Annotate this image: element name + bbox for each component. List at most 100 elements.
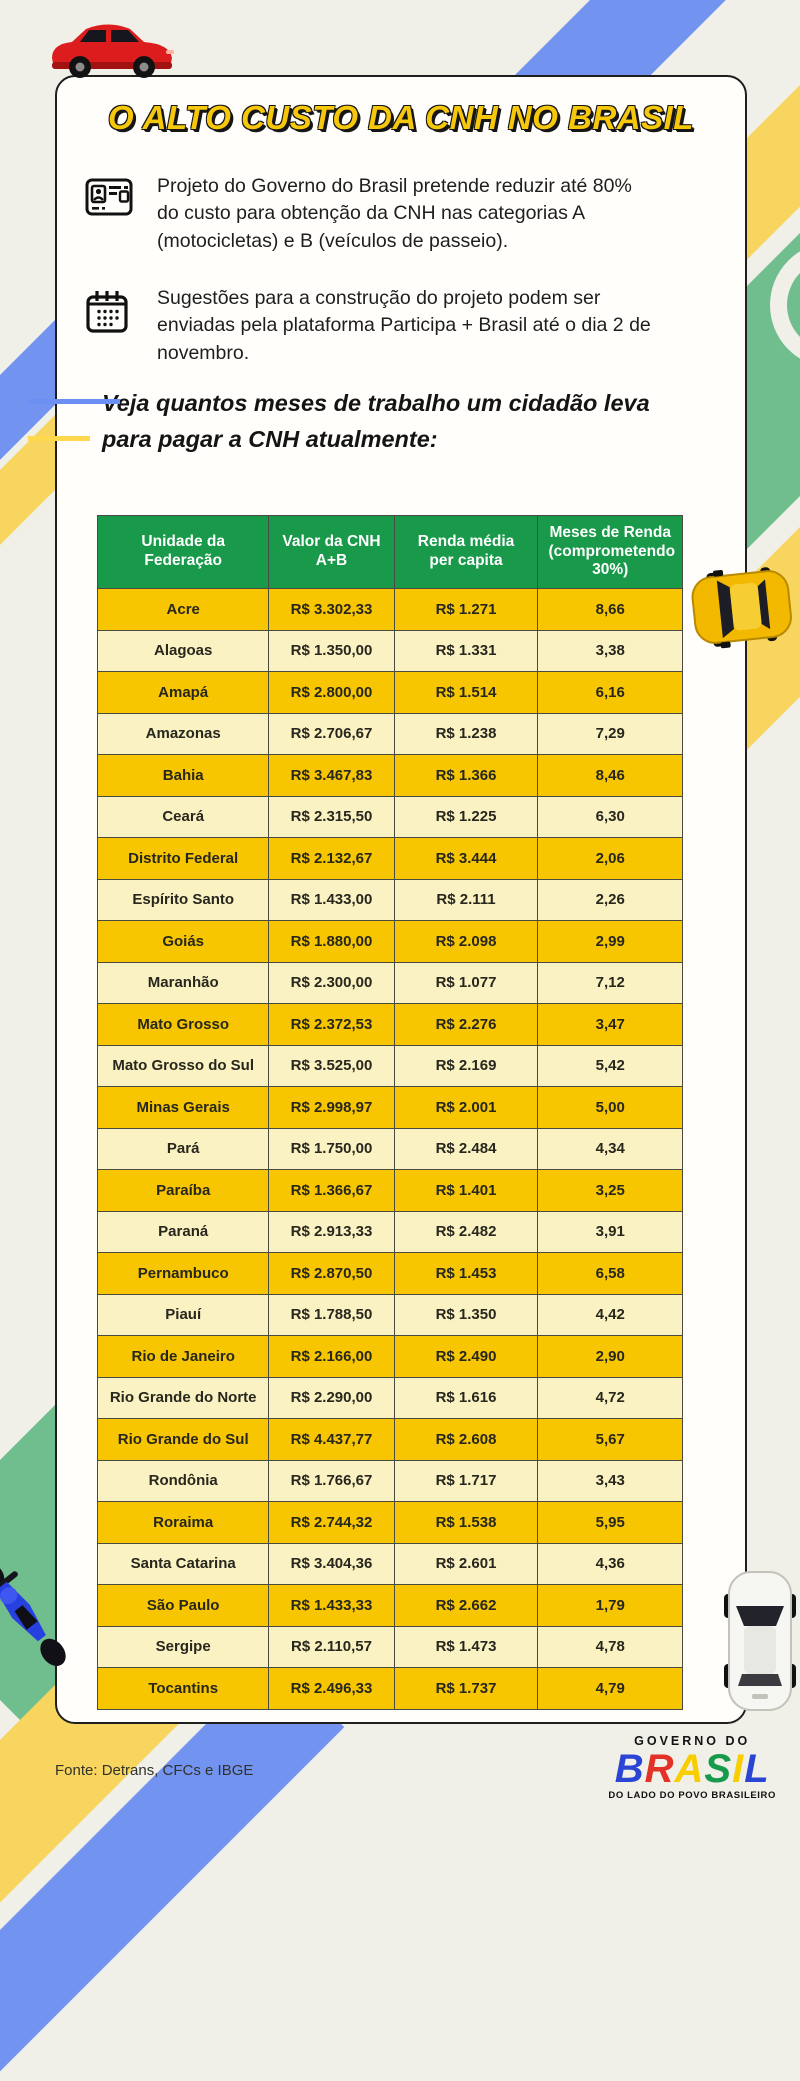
cell-uf: Pernambuco <box>96 1252 270 1295</box>
cell-uf: Paraíba <box>96 1169 270 1212</box>
cell-uf: Santa Catarina <box>96 1542 270 1585</box>
table-row: Paraíba R$ 1.366,67 R$ 1.401 3,25 <box>96 1169 683 1212</box>
table-row: Ceará R$ 2.315,50 R$ 1.225 6,30 <box>96 795 683 838</box>
brand-letter: S <box>704 1747 733 1791</box>
cell-renda: R$ 1.271 <box>393 588 539 631</box>
cell-uf: Tocantins <box>96 1667 270 1710</box>
cell-meses: 8,66 <box>537 588 683 631</box>
table-row: Amazonas R$ 2.706,67 R$ 1.238 7,29 <box>96 712 683 755</box>
brand-letter: B <box>614 1747 645 1791</box>
cell-valor-cnh: R$ 2.913,33 <box>268 1210 395 1253</box>
col-header-3: Meses de Renda (comprometendo 30%) <box>537 515 683 589</box>
cell-valor-cnh: R$ 1.433,33 <box>268 1584 395 1627</box>
col-header-1: Valor da CNH A+B <box>268 515 395 589</box>
cell-meses: 7,29 <box>537 712 683 755</box>
cell-uf: Pará <box>96 1127 270 1170</box>
cell-uf: Espírito Santo <box>96 878 270 921</box>
table-row: Rio Grande do Norte R$ 2.290,00 R$ 1.616 4,… <box>96 1376 683 1419</box>
cell-uf: Ceará <box>96 795 270 838</box>
cell-renda: R$ 3.444 <box>393 837 539 880</box>
cell-renda: R$ 1.473 <box>393 1625 539 1668</box>
table-row: Distrito Federal R$ 2.132,67 R$ 3.444 2,06 <box>96 837 683 880</box>
table-row: São Paulo R$ 1.433,33 R$ 2.662 1,79 <box>96 1584 683 1627</box>
table-row: Alagoas R$ 1.350,00 R$ 1.331 3,38 <box>96 629 683 672</box>
table-row: Minas Gerais R$ 2.998,97 R$ 2.001 5,00 <box>96 1086 683 1129</box>
cell-valor-cnh: R$ 2.496,33 <box>268 1667 395 1710</box>
cell-meses: 4,42 <box>537 1293 683 1336</box>
cell-valor-cnh: R$ 3.302,33 <box>268 588 395 631</box>
cell-renda: R$ 2.111 <box>393 878 539 921</box>
cell-meses: 2,99 <box>537 920 683 963</box>
cell-valor-cnh: R$ 2.132,67 <box>268 837 395 880</box>
cell-uf: Piauí <box>96 1293 270 1336</box>
cell-valor-cnh: R$ 2.110,57 <box>268 1625 395 1668</box>
table-row: Piauí R$ 1.788,50 R$ 1.350 4,42 <box>96 1293 683 1336</box>
table-row: Mato Grosso do Sul R$ 3.525,00 R$ 2.169 5,4… <box>96 1044 683 1087</box>
government-logo: GOVERNO DO BRASIL DO LADO DO POVO BRASIL… <box>608 1734 776 1801</box>
cell-uf: Rio Grande do Sul <box>96 1418 270 1461</box>
driver-license-icon <box>85 173 133 222</box>
cell-renda: R$ 2.169 <box>393 1044 539 1087</box>
cell-valor-cnh: R$ 1.750,00 <box>268 1127 395 1170</box>
table-row: Goiás R$ 1.880,00 R$ 2.098 2,99 <box>96 920 683 963</box>
cell-meses: 4,36 <box>537 1542 683 1585</box>
cell-renda: R$ 1.366 <box>393 754 539 797</box>
cell-valor-cnh: R$ 1.433,00 <box>268 878 395 921</box>
cell-valor-cnh: R$ 2.800,00 <box>268 671 395 714</box>
cell-uf: Amapá <box>96 671 270 714</box>
cell-valor-cnh: R$ 2.166,00 <box>268 1335 395 1378</box>
table-row: Roraima R$ 2.744,32 R$ 1.538 5,95 <box>96 1501 683 1544</box>
cell-valor-cnh: R$ 1.880,00 <box>268 920 395 963</box>
table-row: Rio Grande do Sul R$ 4.437,77 R$ 2.608 5,67 <box>96 1418 683 1461</box>
cell-renda: R$ 2.001 <box>393 1086 539 1129</box>
cell-uf: São Paulo <box>96 1584 270 1627</box>
table-row: Sergipe R$ 2.110,57 R$ 1.473 4,78 <box>96 1625 683 1668</box>
cell-uf: Mato Grosso do Sul <box>96 1044 270 1087</box>
cell-uf: Paraná <box>96 1210 270 1253</box>
cell-uf: Rio de Janeiro <box>96 1335 270 1378</box>
cell-uf: Goiás <box>96 920 270 963</box>
cell-meses: 6,16 <box>537 671 683 714</box>
cell-valor-cnh: R$ 1.766,67 <box>268 1459 395 1502</box>
cell-valor-cnh: R$ 2.315,50 <box>268 795 395 838</box>
logo-tagline: DO LADO DO POVO BRASILEIRO <box>608 1790 776 1801</box>
cell-valor-cnh: R$ 1.788,50 <box>268 1293 395 1336</box>
cell-valor-cnh: R$ 2.998,97 <box>268 1086 395 1129</box>
source-note: Fonte: Detrans, CFCs e IBGE <box>55 1762 254 1779</box>
table-row: Pernambuco R$ 2.870,50 R$ 1.453 6,58 <box>96 1252 683 1295</box>
cell-renda: R$ 1.238 <box>393 712 539 755</box>
cell-meses: 3,38 <box>537 629 683 672</box>
cell-meses: 5,00 <box>537 1086 683 1129</box>
cell-uf: Minas Gerais <box>96 1086 270 1129</box>
cell-renda: R$ 1.514 <box>393 671 539 714</box>
infographic-card: O ALTO CUSTO DA CNH NO BRASIL Projeto do… <box>55 75 747 1724</box>
cell-valor-cnh: R$ 2.372,53 <box>268 1003 395 1046</box>
cell-uf: Amazonas <box>96 712 270 755</box>
cell-valor-cnh: R$ 2.290,00 <box>268 1376 395 1419</box>
cell-uf: Distrito Federal <box>96 837 270 880</box>
intro-text-project: Projeto do Governo do Brasil pretende re… <box>157 175 632 252</box>
cell-uf: Roraima <box>96 1501 270 1544</box>
cell-meses: 3,47 <box>537 1003 683 1046</box>
brand-wordmark: BRASIL <box>608 1748 776 1790</box>
white-car-illustration <box>722 1568 798 1719</box>
table-row: Maranhão R$ 2.300,00 R$ 1.077 7,12 <box>96 961 683 1004</box>
cell-valor-cnh: R$ 4.437,77 <box>268 1418 395 1461</box>
cell-uf: Maranhão <box>96 961 270 1004</box>
intro-item-project: Projeto do Governo do Brasil pretende re… <box>85 173 705 255</box>
cost-table-body: Acre R$ 3.302,33 R$ 1.271 8,66 Alagoas R$ 1.3… <box>96 588 683 1710</box>
heading-accent-yellow <box>28 436 90 441</box>
motorcycle-illustration <box>0 1545 90 1689</box>
table-row: Amapá R$ 2.800,00 R$ 1.514 6,16 <box>96 671 683 714</box>
cell-valor-cnh: R$ 1.366,67 <box>268 1169 395 1212</box>
cell-renda: R$ 2.490 <box>393 1335 539 1378</box>
cell-meses: 5,95 <box>537 1501 683 1544</box>
cell-uf: Mato Grosso <box>96 1003 270 1046</box>
cell-renda: R$ 2.662 <box>393 1584 539 1627</box>
cell-renda: R$ 2.482 <box>393 1210 539 1253</box>
cell-meses: 4,72 <box>537 1376 683 1419</box>
cell-renda: R$ 1.331 <box>393 629 539 672</box>
cost-table: Unidade da Federação Valor da CNH A+B Rend… <box>96 515 683 1710</box>
cell-renda: R$ 2.601 <box>393 1542 539 1585</box>
cell-renda: R$ 1.225 <box>393 795 539 838</box>
